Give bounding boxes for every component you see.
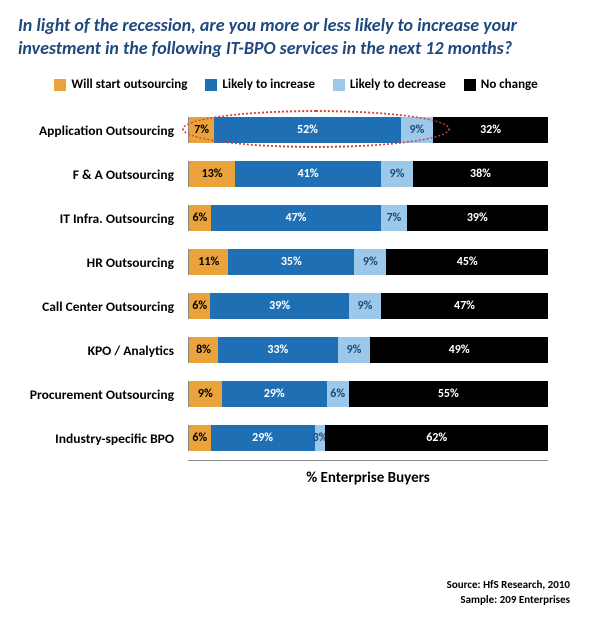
legend-item-decrease: Likely to decrease [333,77,446,92]
stacked-bar: 9%29%6%55% [188,381,548,407]
bar-segment: 45% [386,249,548,275]
stacked-bar: 11%35%9%45% [188,249,548,275]
legend-label: Will start outsourcing [71,77,187,92]
swatch-icon [464,79,476,91]
bar-segment: 62% [325,425,548,451]
source-line: Sample: 209 Enterprises [447,593,570,607]
chart-row: KPO / Analytics8%33%9%49% [188,328,554,372]
bar-segment: 33% [218,337,338,363]
bar-segment: 13% [189,161,235,187]
bar-segment: 35% [228,249,354,275]
bar-segment: 39% [407,205,548,231]
x-axis-line [188,460,548,461]
bar-segment: 41% [235,161,381,187]
bar-segment: 9% [189,381,222,407]
bar-segment: 52% [214,117,401,143]
chart-row: F & A Outsourcing13%41%9%38% [188,152,554,196]
swatch-icon [54,79,66,91]
chart-row: Industry-specific BPO6%29%3%62% [188,416,554,460]
legend-label: Likely to increase [222,77,315,92]
bar-segment: 3% [315,425,326,451]
bar-segment: 29% [222,381,327,407]
bar-segment: 7% [381,205,406,231]
chart-row: Application Outsourcing7%52%9%32% [188,108,554,152]
bar-segment: 9% [349,293,381,319]
legend-item-nochange: No change [464,77,538,92]
stacked-bar: 6%39%9%47% [188,293,548,319]
stacked-bar: 13%41%9%38% [188,161,548,187]
chart-title: In light of the recession, are you more … [18,14,574,59]
bar-segment: 9% [354,249,386,275]
stacked-bar: 6%47%7%39% [188,205,548,231]
row-label: Procurement Outsourcing [18,386,180,403]
stacked-bar: 7%52%9%32% [188,117,548,143]
swatch-icon [205,79,217,91]
legend-item-increase: Likely to increase [205,77,315,92]
bar-segment: 6% [189,425,211,451]
bar-segment: 8% [189,337,218,363]
row-label: Call Center Outsourcing [18,298,180,315]
row-label: IT Infra. Outsourcing [18,210,180,227]
row-label: KPO / Analytics [18,342,180,359]
bar-segment: 32% [433,117,548,143]
row-label: Industry-specific BPO [18,430,180,447]
bar-segment: 9% [401,117,433,143]
row-label: HR Outsourcing [18,254,180,271]
stacked-bar: 8%33%9%49% [188,337,548,363]
legend: Will start outsourcing Likely to increas… [18,77,574,92]
bar-segment: 11% [189,249,228,275]
chart-area: Application Outsourcing7%52%9%32%F & A O… [18,108,574,487]
swatch-icon [333,79,345,91]
bar-segment: 9% [381,161,413,187]
bar-segment: 6% [327,381,349,407]
legend-item-start: Will start outsourcing [54,77,187,92]
chart-row: Call Center Outsourcing6%39%9%47% [188,284,554,328]
bar-segment: 29% [211,425,315,451]
stacked-bar: 6%29%3%62% [188,425,548,451]
bar-segment: 39% [210,293,349,319]
legend-label: Likely to decrease [350,77,446,92]
source-citation: Source: HfS Research, 2010 Sample: 209 E… [447,578,570,607]
row-label: F & A Outsourcing [18,166,180,183]
row-label: Application Outsourcing [18,122,180,139]
chart-row: HR Outsourcing11%35%9%45% [188,240,554,284]
legend-label: No change [481,77,538,92]
bar-segment: 6% [189,293,210,319]
bar-segment: 38% [413,161,548,187]
chart-row: Procurement Outsourcing9%29%6%55% [188,372,554,416]
chart-row: IT Infra. Outsourcing6%47%7%39% [188,196,554,240]
bar-segment: 47% [381,293,548,319]
bar-segment: 7% [189,117,214,143]
bar-segment: 9% [338,337,371,363]
bar-segment: 49% [370,337,548,363]
bar-segment: 47% [211,205,381,231]
x-axis-label: % Enterprise Buyers [188,469,548,487]
source-line: Source: HfS Research, 2010 [447,578,570,592]
bar-segment: 55% [349,381,548,407]
bar-segment: 6% [189,205,211,231]
